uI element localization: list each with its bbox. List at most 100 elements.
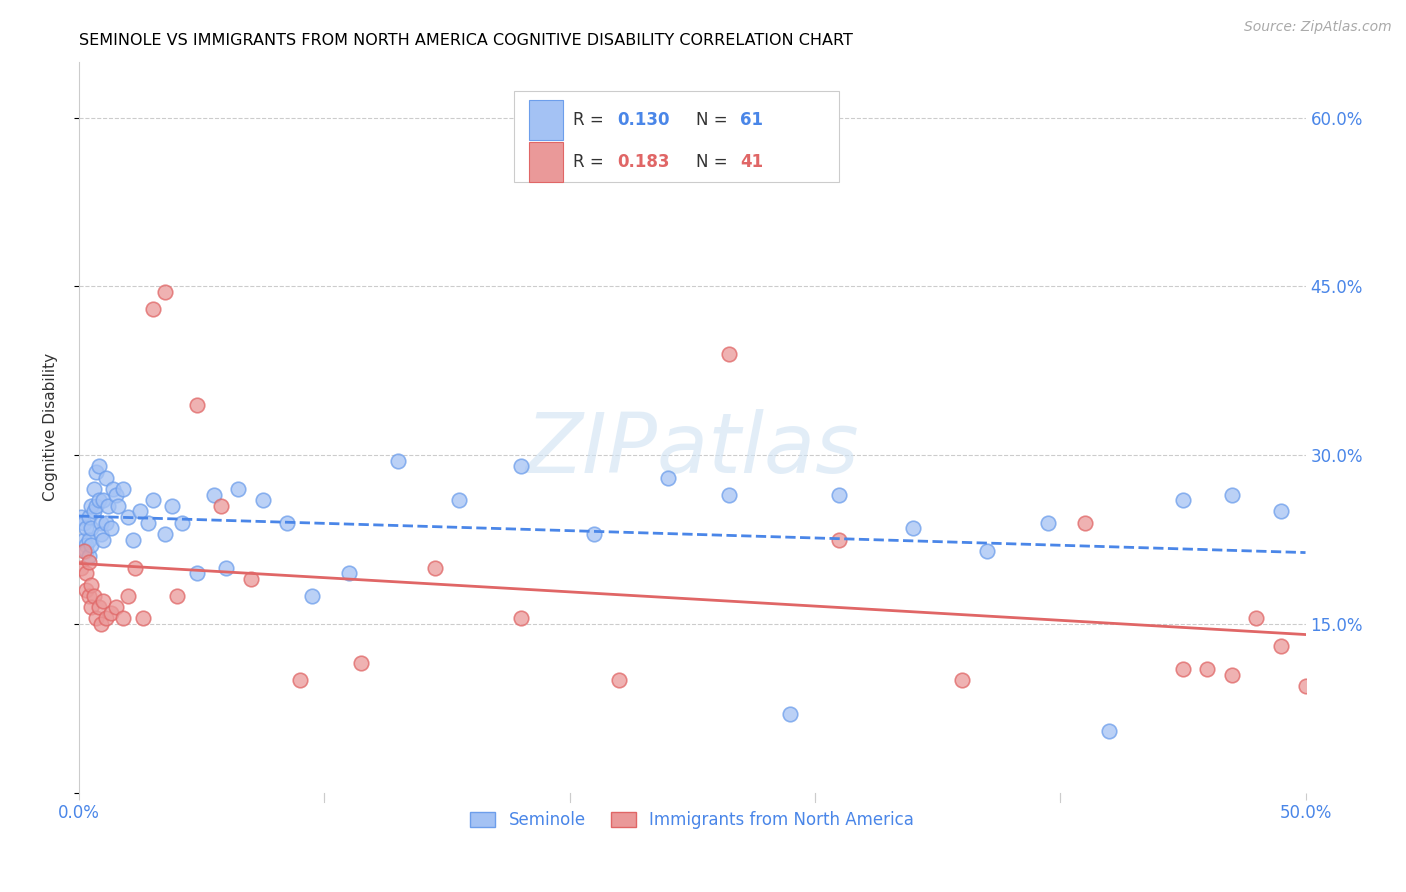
Point [73,544,96,558]
Point [901,521,924,535]
Point [94,516,117,530]
Text: SEMINOLE VS IMMIGRANTS FROM NORTH AMERICA COGNITIVE DISABILITY CORRELATION CHART: SEMINOLE VS IMMIGRANTS FROM NORTH AMERIC… [79,33,853,48]
Point [166,589,188,603]
Point [141,301,163,316]
Point [1197,662,1219,676]
Point [90,527,112,541]
Point [104,487,127,501]
Point [350,657,373,671]
Point [80,521,103,535]
Point [70,510,93,524]
Point [228,482,250,496]
Text: ZIPatlas: ZIPatlas [526,409,859,490]
Point [83,589,105,603]
Text: 61: 61 [740,111,763,129]
Point [112,482,135,496]
Point [83,504,105,518]
Point [509,611,531,625]
Point [73,516,96,530]
Point [1295,679,1317,693]
Point [239,572,262,586]
Point [94,471,117,485]
Point [77,549,100,564]
Point [80,538,103,552]
Text: Source: ZipAtlas.com: Source: ZipAtlas.com [1244,20,1392,34]
Point [288,673,311,688]
Point [97,499,120,513]
Point [583,527,606,541]
Point [153,285,176,299]
Point [828,533,851,547]
Point [75,566,97,581]
Point [104,600,127,615]
Point [1171,662,1194,676]
Point [449,493,471,508]
Text: R =: R = [574,111,609,129]
Point [423,560,446,574]
Point [387,454,409,468]
Legend: Seminole, Immigrants from North America: Seminole, Immigrants from North America [464,805,921,836]
Point [252,493,274,508]
Text: 0.130: 0.130 [617,111,669,129]
Point [122,533,145,547]
Point [186,566,208,581]
Point [107,499,129,513]
Point [87,600,110,615]
Point [84,465,107,479]
FancyBboxPatch shape [515,91,839,182]
Point [153,527,176,541]
Point [607,673,630,688]
Point [209,499,232,513]
Point [1074,516,1097,530]
Point [718,347,741,361]
FancyBboxPatch shape [529,100,564,140]
Point [828,487,851,501]
Point [77,510,100,524]
Point [77,555,100,569]
Point [1036,516,1059,530]
Point [93,594,115,608]
Point [80,600,103,615]
Point [1098,723,1121,738]
Point [657,471,679,485]
Point [73,533,96,547]
Point [1220,487,1243,501]
Point [90,616,112,631]
FancyBboxPatch shape [529,142,564,182]
Point [1246,611,1268,625]
Point [950,673,973,688]
Point [509,459,531,474]
Point [718,487,741,501]
Point [84,611,107,625]
Point [87,493,110,508]
Point [301,589,323,603]
Point [160,499,183,513]
Text: N =: N = [696,153,733,171]
Point [75,521,97,535]
Point [94,611,117,625]
Point [186,398,208,412]
Point [83,482,105,496]
Point [215,560,238,574]
Point [132,611,155,625]
Point [136,516,159,530]
Text: 41: 41 [740,153,763,171]
Point [90,516,112,530]
Point [129,504,152,518]
Point [141,493,163,508]
Point [337,566,360,581]
Point [170,516,193,530]
Y-axis label: Cognitive Disability: Cognitive Disability [44,353,58,501]
Text: N =: N = [696,111,733,129]
Point [80,577,103,591]
Point [1220,667,1243,681]
Point [100,606,122,620]
Point [100,521,122,535]
Point [93,493,115,508]
Point [779,706,801,721]
Point [84,499,107,513]
Point [77,589,100,603]
Point [976,544,998,558]
Point [103,482,125,496]
Point [112,611,135,625]
